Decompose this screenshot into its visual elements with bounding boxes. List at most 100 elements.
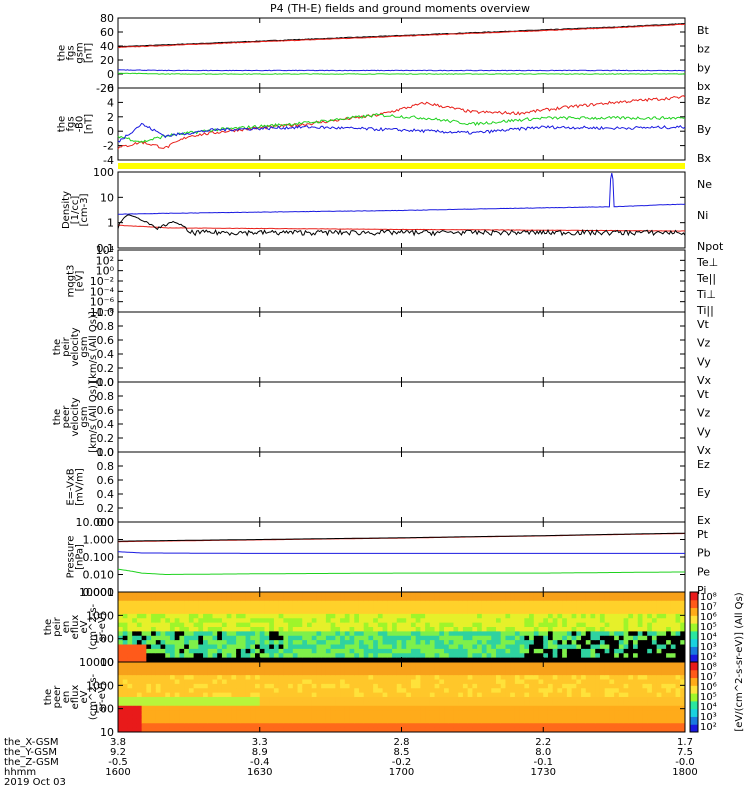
heatmap-cell [297, 653, 303, 659]
heatmap-cell [614, 653, 620, 659]
heatmap-cell [207, 697, 213, 702]
heatmap-cell [392, 631, 398, 637]
heatmap-cell [651, 640, 658, 646]
heatmap-cell [349, 727, 355, 733]
heatmap-cell [576, 701, 582, 707]
heatmap-cell [491, 627, 497, 632]
heatmap-cell [226, 692, 232, 698]
heatmap-cell [651, 653, 658, 659]
heatmap-cell [122, 592, 128, 597]
heatmap-cell [533, 675, 540, 681]
orbit-value: 2.2 [535, 737, 551, 748]
heatmap-cell [283, 692, 289, 698]
heatmap-cell [529, 688, 535, 694]
heatmap-cell [675, 688, 681, 694]
heatmap-cell [382, 662, 388, 667]
heatmap-cell [429, 635, 436, 641]
heatmap-cell [245, 697, 251, 702]
heatmap-cell [122, 697, 128, 702]
heatmap-cell [566, 613, 573, 619]
heatmap-cell [316, 622, 322, 628]
heatmap-cell [259, 640, 265, 646]
heatmap-cell [420, 710, 426, 716]
heatmap-cell [184, 592, 190, 597]
heatmap-cell [151, 592, 157, 597]
heatmap-cell [184, 670, 190, 676]
heatmap-cell [656, 640, 662, 646]
heatmap-cell [505, 605, 511, 611]
heatmap-cell [481, 644, 488, 650]
heatmap-cell [217, 714, 223, 720]
heatmap-cell [538, 701, 544, 707]
heatmap-cell [595, 605, 601, 611]
heatmap-cell [169, 622, 176, 628]
heatmap-cell [675, 679, 681, 685]
heatmap-cell [264, 688, 270, 694]
heatmap-cell [250, 714, 256, 720]
heatmap-cell [538, 644, 544, 650]
heatmap-cell [226, 635, 232, 641]
heatmap-cell [335, 666, 341, 672]
heatmap-cell [240, 600, 247, 606]
heatmap-cell [571, 631, 577, 637]
heatmap-cell [335, 662, 341, 667]
heatmap-cell [311, 596, 317, 602]
heatmap-cell [307, 613, 313, 619]
heatmap-cell [278, 701, 284, 707]
heatmap-cell [292, 609, 299, 615]
heatmap-cell [373, 662, 379, 667]
heatmap-cell [245, 600, 251, 606]
heatmap-cell [406, 662, 412, 667]
colorbar-tick-label: 10⁶ [700, 612, 717, 623]
heatmap-cell [396, 662, 402, 667]
heatmap-cell [179, 605, 185, 611]
heatmap-cell [571, 627, 577, 632]
heatmap-cell [118, 631, 124, 637]
heatmap-cell [141, 688, 147, 694]
y-axis-label-line: the [43, 689, 54, 705]
heatmap-cell [651, 613, 658, 619]
heatmap-cell [566, 653, 573, 659]
heatmap-cell [500, 605, 506, 611]
heatmap-cell [680, 640, 686, 646]
heatmap-cell [165, 662, 171, 667]
heatmap-cell [269, 596, 275, 602]
heatmap-cell [496, 692, 502, 698]
heatmap-cell [368, 613, 374, 619]
colorbar-cell [690, 615, 698, 624]
heatmap-cell [283, 622, 289, 628]
heatmap-cell [212, 605, 218, 611]
heatmap-cell [198, 609, 204, 615]
heatmap-cell [231, 723, 237, 729]
heatmap-cell [581, 705, 587, 711]
heatmap-cell [500, 640, 506, 646]
heatmap-cell [552, 701, 558, 707]
heatmap-cell [481, 640, 488, 646]
heatmap-cell [552, 627, 558, 632]
heatmap-cell [302, 640, 308, 646]
heatmap-cell [675, 670, 681, 676]
heatmap-cell [151, 609, 157, 615]
heatmap-cell [264, 675, 270, 681]
heatmap-cell [571, 692, 577, 698]
heatmap-cell [269, 600, 275, 606]
heatmap-cell [661, 631, 667, 637]
heatmap-cell [236, 596, 242, 602]
heatmap-cell [377, 640, 384, 646]
heatmap-cell [283, 697, 289, 702]
legend-entry: Pe [697, 565, 710, 578]
heatmap-cell [349, 627, 355, 632]
heatmap-cell [132, 648, 138, 654]
heatmap-cell [519, 670, 525, 676]
heatmap-cell [472, 631, 478, 637]
heatmap-cell [609, 592, 615, 597]
heatmap-cell [203, 666, 209, 672]
legend-entry: Pb [697, 547, 711, 560]
heatmap-cell [670, 618, 677, 624]
heatmap-cell [562, 657, 568, 663]
heatmap-cell [543, 692, 549, 698]
heatmap-cell [259, 631, 265, 637]
heatmap-cell [136, 622, 143, 628]
heatmap-cell [392, 705, 398, 711]
heatmap-cell [160, 727, 166, 733]
